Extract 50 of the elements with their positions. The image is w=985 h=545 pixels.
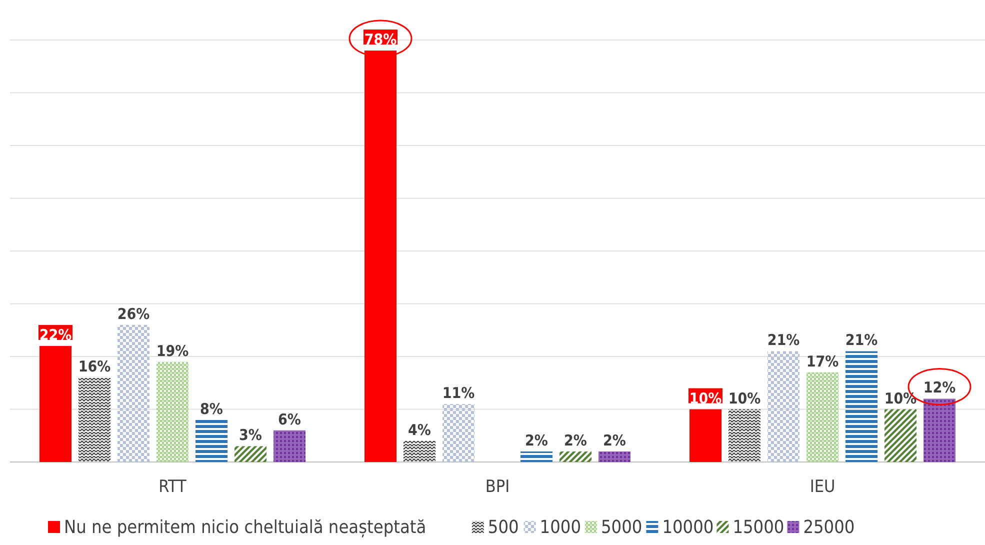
bar — [40, 346, 72, 462]
legend-label: Nu ne permitem nicio cheltuială neașteptată — [64, 517, 426, 538]
bar — [728, 409, 760, 462]
data-label: 2% — [525, 431, 548, 450]
bar — [806, 372, 838, 462]
data-label: 16% — [78, 358, 112, 376]
data-label: 11% — [442, 384, 476, 402]
bar — [78, 378, 110, 462]
data-label: 26% — [117, 304, 150, 323]
data-label: 10% — [728, 389, 762, 408]
bar — [156, 362, 188, 462]
x-tick-label: BPI — [485, 477, 510, 497]
data-label: 17% — [806, 352, 840, 370]
bar — [274, 430, 306, 462]
data-label: 6% — [278, 410, 302, 428]
data-label: 12% — [923, 378, 956, 397]
data-label: 21% — [845, 331, 878, 350]
legend-label: 15000 — [732, 517, 784, 538]
data-label: 8% — [200, 400, 224, 418]
data-label: 19% — [156, 342, 190, 360]
legend-label: 10000 — [662, 517, 714, 538]
bar — [196, 420, 228, 462]
data-label: 10% — [884, 389, 918, 408]
legend-label: 5000 — [601, 517, 642, 538]
bar — [118, 324, 150, 462]
data-label: 78% — [364, 30, 398, 49]
bar — [234, 446, 266, 462]
data-label: 21% — [767, 331, 800, 350]
bar — [924, 398, 956, 462]
data-label: 10% — [689, 389, 722, 408]
bar — [404, 440, 436, 462]
data-label: 2% — [564, 431, 588, 450]
data-label: 4% — [408, 420, 432, 439]
legend-label: 1000 — [540, 517, 582, 538]
bar — [364, 50, 396, 462]
bar — [768, 351, 800, 462]
legend-label: 500 — [488, 517, 519, 538]
data-label: 22% — [39, 326, 72, 344]
bar — [884, 409, 916, 462]
bar — [442, 404, 474, 462]
data-label: 3% — [239, 426, 262, 444]
x-tick-label: RTT — [158, 477, 188, 497]
legend-label: 25000 — [803, 517, 855, 538]
bar — [846, 351, 878, 462]
bar — [598, 451, 630, 462]
x-tick-label: IEU — [810, 477, 836, 497]
bar — [520, 451, 552, 462]
data-label: 2% — [603, 431, 626, 450]
bar — [560, 451, 592, 462]
bar — [690, 409, 722, 462]
